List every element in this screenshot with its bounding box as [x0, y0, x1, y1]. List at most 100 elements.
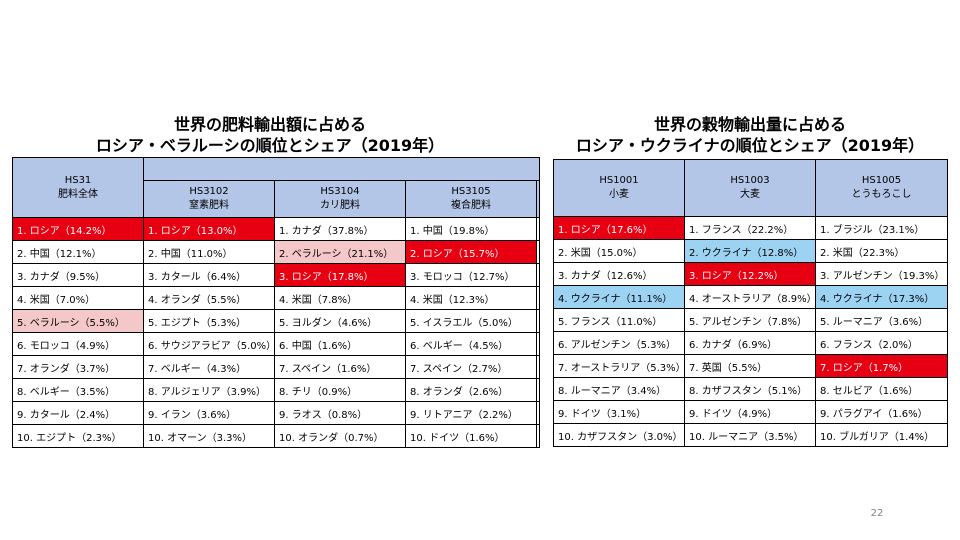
- table-cell: 5. ヨルダン（4.6%）: [274, 309, 406, 333]
- table-cell: 2. ベラルーシ（21.1%）: [274, 240, 406, 264]
- table-cell: 10. エジプト（2.3%）: [12, 424, 144, 448]
- table-cell: 7. オランダ（3.7%）: [12, 355, 144, 379]
- grain-table: HS1001 小麦 HS1003 大麦 HS1005 とうもろこし 1. ロシア…: [553, 159, 948, 447]
- table-row: 8. ルーマニア（3.4%） 8. カザフスタン（5.1%） 8. セルビア（1…: [553, 377, 948, 401]
- table-cell: 7. ベルギー（4.3%）: [143, 355, 275, 379]
- table-cell: 9. ラオス（0.8%）: [274, 401, 406, 425]
- table-edge-cell: [536, 286, 540, 310]
- table-cell: 10. ルーマニア（3.5%）: [684, 423, 816, 447]
- table-cell: 4. オランダ（5.5%）: [143, 286, 275, 310]
- table-cell: 8. ルーマニア（3.4%）: [553, 377, 685, 401]
- header-name: 複合肥料: [451, 200, 491, 211]
- table-cell: 5. エジプト（5.3%）: [143, 309, 275, 333]
- fertilizer-title-line2: ロシア・ベラルーシの順位とシェア（2019年）: [95, 136, 445, 155]
- header-spacer: [143, 157, 540, 181]
- header-name: カリ肥料: [320, 200, 360, 211]
- table-cell: 6. フランス（2.0%）: [815, 331, 948, 355]
- table-cell: 9. パラグアイ（1.6%）: [815, 400, 948, 424]
- table-cell: 5. イスラエル（5.0%）: [405, 309, 537, 333]
- table-cell: 4. 米国（7.0%）: [12, 286, 144, 310]
- table-cell: 7. オーストラリア（5.3%）: [553, 354, 685, 378]
- table-cell: 8. ベルギー（3.5%）: [12, 378, 144, 402]
- table-cell: 4. ウクライナ（11.1%）: [553, 285, 685, 309]
- table-cell: 6. サウジアラビア（5.0%）: [143, 332, 275, 356]
- table-cell: 1. ロシア（13.0%）: [143, 217, 275, 241]
- table-cell: 7. スペイン（2.7%）: [405, 355, 537, 379]
- table-cell: 1. フランス（22.2%）: [684, 216, 816, 240]
- table-cell: 8. カザフスタン（5.1%）: [684, 377, 816, 401]
- table-row: 1. ロシア（14.2%） 1. ロシア（13.0%） 1. カナダ（37.8%…: [12, 217, 540, 241]
- table-cell: 3. カナダ（9.5%）: [12, 263, 144, 287]
- table-edge-cell: [536, 263, 540, 287]
- table-row: 10. カザフスタン（3.0%） 10. ルーマニア（3.5%） 10. ブルガ…: [553, 423, 948, 447]
- table-cell: 5. フランス（11.0%）: [553, 308, 685, 332]
- table-row: 6. モロッコ（4.9%） 6. サウジアラビア（5.0%） 6. 中国（1.6…: [12, 332, 540, 356]
- table-row: 9. カタール（2.4%） 9. イラン（3.6%） 9. ラオス（0.8%） …: [12, 401, 540, 425]
- table-cell: 2. ウクライナ（12.8%）: [684, 239, 816, 263]
- table-cell: 3. ロシア（17.8%）: [274, 263, 406, 287]
- table-cell: 10. カザフスタン（3.0%）: [553, 423, 685, 447]
- table-cell: 2. ロシア（15.7%）: [405, 240, 537, 264]
- table-cell: 9. リトアニア（2.2%）: [405, 401, 537, 425]
- table-row: 3. カナダ（12.6%） 3. ロシア（12.2%） 3. アルゼンチン（19…: [553, 262, 948, 286]
- table-cell: 3. モロッコ（12.7%）: [405, 263, 537, 287]
- grain-title-line2: ロシア・ウクライナの順位とシェア（2019年）: [575, 136, 925, 155]
- table-cell: 1. ロシア（17.6%）: [553, 216, 685, 240]
- table-cell: 3. カナダ（12.6%）: [553, 262, 685, 286]
- table-cell: 1. ロシア（14.2%）: [12, 217, 144, 241]
- grain-title: 世界の穀物輸出量に占める ロシア・ウクライナの順位とシェア（2019年）: [560, 114, 940, 156]
- table-cell: 8. セルビア（1.6%）: [815, 377, 948, 401]
- header-name: 大麦: [740, 189, 760, 200]
- table-row: 1. ロシア（17.6%） 1. フランス（22.2%） 1. ブラジル（23.…: [553, 216, 948, 240]
- table-cell: 3. ロシア（12.2%）: [684, 262, 816, 286]
- table-row: 9. ドイツ（3.1%） 9. ドイツ（4.9%） 9. パラグアイ（1.6%）: [553, 400, 948, 424]
- header-code: HS3105: [451, 186, 491, 197]
- table-row: 2. 中国（12.1%） 2. 中国（11.0%） 2. ベラルーシ（21.1%…: [12, 240, 540, 264]
- table-cell: 6. カナダ（6.9%）: [684, 331, 816, 355]
- header-code: HS3102: [189, 186, 229, 197]
- table-row: 3. カナダ（9.5%） 3. カタール（6.4%） 3. ロシア（17.8%）…: [12, 263, 540, 287]
- table-cell: 8. チリ（0.9%）: [274, 378, 406, 402]
- fertilizer-header-row-top: HS31 肥料全体: [12, 157, 540, 218]
- table-row: 5. フランス（11.0%） 5. アルゼンチン（7.8%） 5. ルーマニア（…: [553, 308, 948, 332]
- table-cell: 6. モロッコ（4.9%）: [12, 332, 144, 356]
- table-edge-cell: [536, 240, 540, 264]
- table-cell: 9. イラン（3.6%）: [143, 401, 275, 425]
- header-hs31: HS31 肥料全体: [12, 157, 144, 218]
- table-cell: 7. 英国（5.5%）: [684, 354, 816, 378]
- table-row: 8. ベルギー（3.5%） 8. アルジェリア（3.9%） 8. チリ（0.9%…: [12, 378, 540, 402]
- header-code: HS1003: [730, 175, 770, 186]
- header-hs3105: HS3105 複合肥料: [405, 180, 537, 218]
- fertilizer-header-row: HS3102 窒素肥料 HS3104 カリ肥料 HS3105 複合肥料: [13, 180, 540, 218]
- fertilizer-title: 世界の肥料輸出額に占める ロシア・ベラルーシの順位とシェア（2019年）: [85, 114, 455, 156]
- table-cell: 4. 米国（12.3%）: [405, 286, 537, 310]
- table-cell: 5. アルゼンチン（7.8%）: [684, 308, 816, 332]
- table-cell: 4. 米国（7.8%）: [274, 286, 406, 310]
- table-cell: 1. ブラジル（23.1%）: [815, 216, 948, 240]
- table-cell: 9. ドイツ（3.1%）: [553, 400, 685, 424]
- table-row: 5. ベラルーシ（5.5%） 5. エジプト（5.3%） 5. ヨルダン（4.6…: [12, 309, 540, 333]
- table-cell: 10. ブルガリア（1.4%）: [815, 423, 948, 447]
- table-cell: 6. 中国（1.6%）: [274, 332, 406, 356]
- table-cell: 5. ルーマニア（3.6%）: [815, 308, 948, 332]
- table-row: 7. オランダ（3.7%） 7. ベルギー（4.3%） 7. スペイン（1.6%…: [12, 355, 540, 379]
- fertilizer-table: HS31 肥料全体 HS3102 窒素肥料 HS3104 カリ肥料 HS3105…: [12, 157, 540, 448]
- table-row: 4. 米国（7.0%） 4. オランダ（5.5%） 4. 米国（7.8%） 4.…: [12, 286, 540, 310]
- table-edge-cell: [536, 309, 540, 333]
- table-row: 10. エジプト（2.3%） 10. オマーン（3.3%） 10. オランダ（0…: [12, 424, 540, 448]
- header-hs3104: HS3104 カリ肥料: [274, 180, 406, 218]
- table-cell: 2. 米国（15.0%）: [553, 239, 685, 263]
- header-name: 窒素肥料: [189, 200, 229, 211]
- table-cell: 1. 中国（19.8%）: [405, 217, 537, 241]
- table-cell: 10. オランダ（0.7%）: [274, 424, 406, 448]
- table-edge-cell: [536, 401, 540, 425]
- header-name: とうもろこし: [851, 189, 912, 200]
- header-code: HS31: [64, 174, 92, 186]
- table-edge-cell: [536, 378, 540, 402]
- header-edge: [536, 180, 540, 218]
- table-row: 4. ウクライナ（11.1%） 4. オーストラリア（8.9%） 4. ウクライ…: [553, 285, 948, 309]
- table-cell: 2. 米国（22.3%）: [815, 239, 948, 263]
- table-cell: 2. 中国（11.0%）: [143, 240, 275, 264]
- header-name: 小麦: [609, 189, 629, 200]
- grain-title-line1: 世界の穀物輸出量に占める: [653, 115, 846, 134]
